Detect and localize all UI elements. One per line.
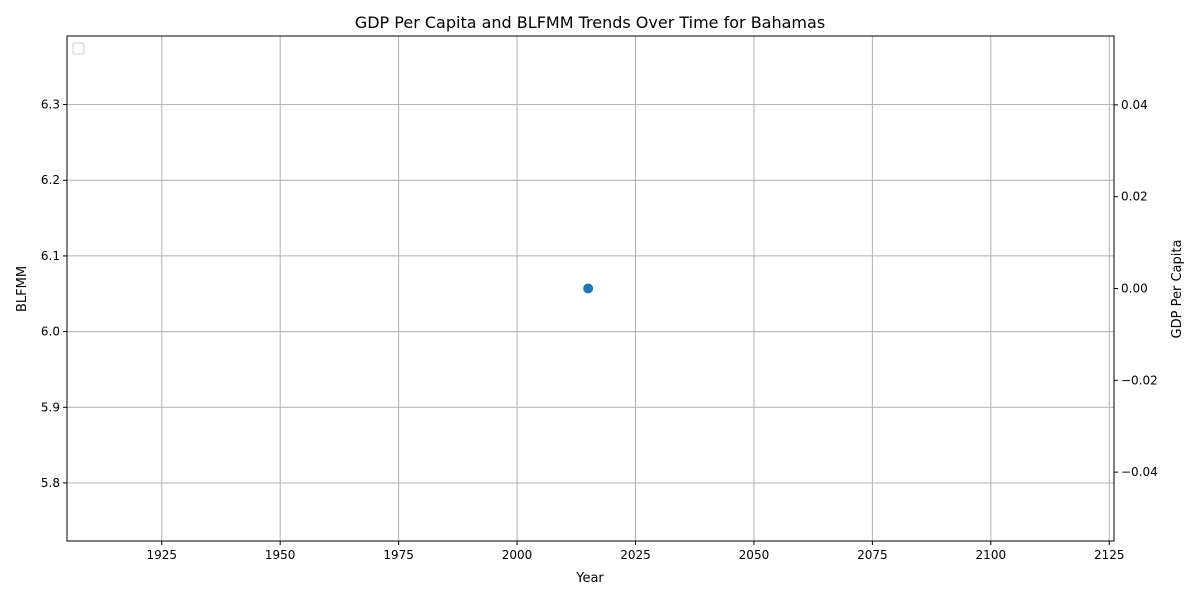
grid-layer: [67, 36, 1114, 541]
x-tick-label: 2075: [857, 548, 888, 562]
x-tick-label: 1975: [383, 548, 414, 562]
y-right-tick-label: −0.02: [1121, 373, 1158, 387]
x-tick-label: 2050: [739, 548, 770, 562]
x-tick-label: 2000: [502, 548, 533, 562]
y-left-tick-label: 6.3: [41, 98, 60, 112]
legend-box: [72, 42, 85, 55]
y-left-tick-label: 6.1: [41, 249, 60, 263]
y-right-tick-label: 0.00: [1121, 282, 1148, 296]
y-left-tick-label: 6.2: [41, 173, 60, 187]
x-tick-label: 2100: [976, 548, 1007, 562]
data-layer: [583, 283, 594, 294]
y-right-tick-label: 0.02: [1121, 190, 1148, 204]
x-tick-label: 2125: [1094, 548, 1125, 562]
x-tick-label: 1950: [265, 548, 296, 562]
ticks-layer: 1925 1950 1975 2000 2025 2050 2075 2100 2125 5.8 5…: [41, 98, 1158, 562]
chart-title: GDP Per Capita and BLFMM Trends Over Tim…: [355, 13, 825, 32]
x-tick-label: 2025: [620, 548, 651, 562]
x-tick-label: 1925: [146, 548, 177, 562]
y-left-axis-label: BLFMM: [15, 266, 30, 312]
y-right-axis-label: GDP Per Capita: [1170, 240, 1185, 339]
y-left-tick-label: 5.8: [41, 476, 60, 490]
y-left-tick-label: 5.9: [41, 400, 60, 414]
data-point: [583, 283, 594, 294]
x-axis-label: Year: [575, 571, 604, 586]
y-left-tick-label: 6.0: [41, 325, 60, 339]
y-right-tick-label: 0.04: [1121, 98, 1148, 112]
plot-frame: [66, 35, 1115, 542]
y-right-tick-label: −0.04: [1121, 465, 1158, 479]
